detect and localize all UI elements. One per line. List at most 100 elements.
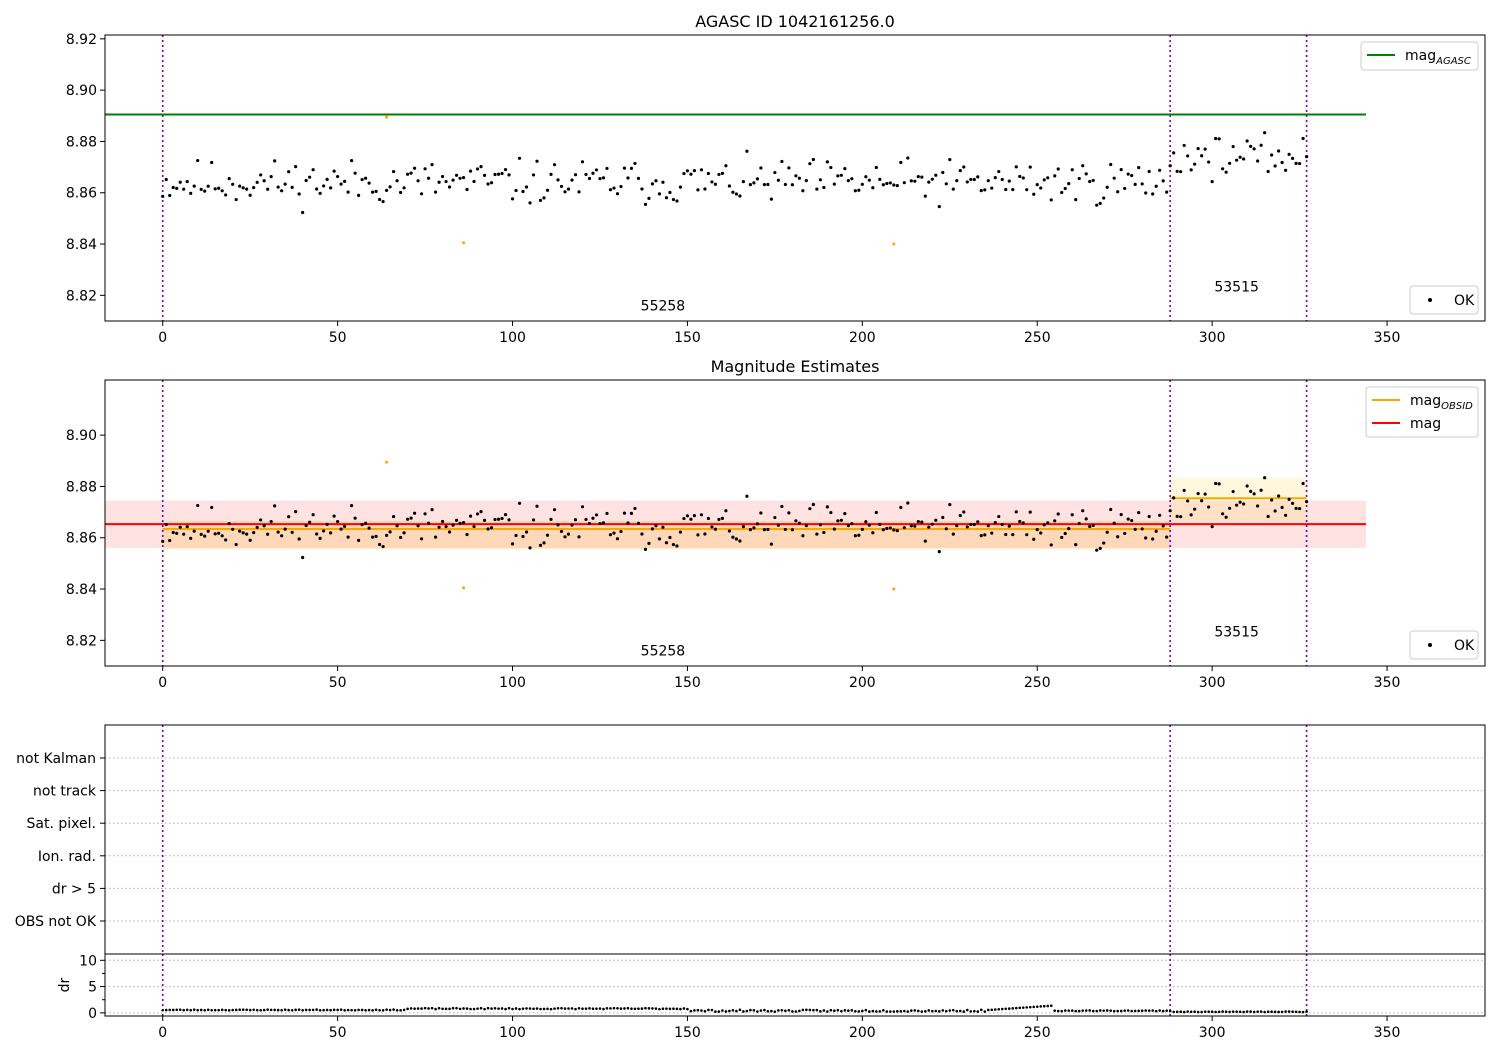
dr-point [843,1009,847,1012]
data-point-ok [636,176,641,180]
dr-point [346,1008,350,1012]
data-point-ok [454,518,459,522]
data-point-ok [829,510,833,515]
dr-point [1011,1007,1015,1010]
data-point-ok [405,172,410,176]
dr-point [283,1008,287,1011]
x-tick-label: 150 [674,330,701,346]
data-point-ok [685,169,690,173]
data-point-ok [297,537,301,541]
dr-point [773,1010,777,1013]
data-point-ok [647,541,651,545]
data-point-ok [696,188,700,192]
data-point-ok [923,194,927,198]
dr-point [1039,1005,1043,1008]
dr-point [255,1008,259,1012]
legend-box [1360,41,1479,71]
dr-point [476,1007,479,1010]
dr-point [644,1006,647,1010]
dr-point [1109,1009,1113,1012]
dr-point [182,1008,186,1012]
data-point-ok [741,180,746,184]
data-point-ok [311,513,315,517]
data-point-ok [822,185,826,190]
flag-category-label: Sat. pixel. [27,816,96,832]
x-tick-label: 200 [849,675,876,691]
data-point-ok [192,184,196,188]
dr-point [542,1007,546,1011]
data-point-ok [416,524,420,528]
data-point-ok [329,531,333,535]
data-point-ok [818,178,822,182]
data-point-ok [479,165,483,169]
dr-point [1301,1010,1305,1014]
data-point-ok [507,173,511,177]
data-point-ok [458,176,462,180]
dr-point [721,1009,724,1012]
dr-point [420,1007,423,1010]
x-tick-label: 0 [158,675,167,691]
data-point-ok [808,162,812,166]
data-point-ok [252,531,256,535]
data-point-ok [430,508,434,512]
data-point-ok [164,177,168,182]
data-point-ok [790,183,794,187]
dr-point [948,1009,952,1012]
data-point-ok [892,183,896,187]
dr-point [465,1007,469,1010]
data-point-ok [1298,161,1302,166]
dr-point [1245,1010,1249,1013]
data-point-ok [426,176,431,180]
data-point-ok [556,523,560,527]
data-point-ok [1109,507,1113,512]
dr-point [388,1008,392,1012]
data-point-ok [339,182,343,186]
dr-point [556,1006,560,1010]
data-point-ok [255,180,259,184]
data-point-ok [965,180,969,184]
data-point-ok [542,541,546,545]
data-point-ok [577,190,581,194]
data-point-ok [1287,497,1291,501]
data-point-ok [1077,176,1081,181]
data-point-ok [909,179,913,183]
data-point-ok [486,527,490,531]
dr-point [1112,1009,1116,1013]
data-point-ok [245,187,249,191]
data-point-ok [1067,182,1071,186]
dr-point [1182,1010,1186,1014]
data-point-ok [601,521,606,525]
data-point-ok [238,529,242,533]
dr-point [168,1008,172,1012]
data-point-ok [1123,531,1127,536]
dr-point [623,1007,626,1010]
data-point-ok [514,533,518,538]
data-point-ok [178,525,182,529]
dr-point [1133,1009,1137,1013]
data-point-ok [1091,523,1095,528]
data-point-ok [794,519,798,523]
data-point-ok [360,177,364,182]
dr-point [993,1008,997,1011]
dr-point [1298,1010,1301,1014]
data-point-ok [927,180,931,184]
data-point-ok [1256,504,1260,508]
data-point-ok [315,532,319,536]
dr-point [983,1010,987,1013]
data-point-ok [224,193,228,197]
data-point-ok [724,509,728,513]
data-point-ok [416,179,420,183]
dr-point [710,1008,714,1012]
data-point-ok [1210,525,1214,529]
data-point-ok [969,522,973,527]
data-point-ok [699,168,704,172]
dr-point [1154,1009,1158,1013]
dr-point [472,1007,476,1011]
dr-point [609,1007,612,1010]
dr-point [315,1008,318,1011]
data-point-ok [283,527,287,531]
dr-point [224,1008,227,1012]
dr-point [178,1008,182,1012]
legend-box [1409,285,1479,315]
data-point-ok [1168,164,1172,168]
